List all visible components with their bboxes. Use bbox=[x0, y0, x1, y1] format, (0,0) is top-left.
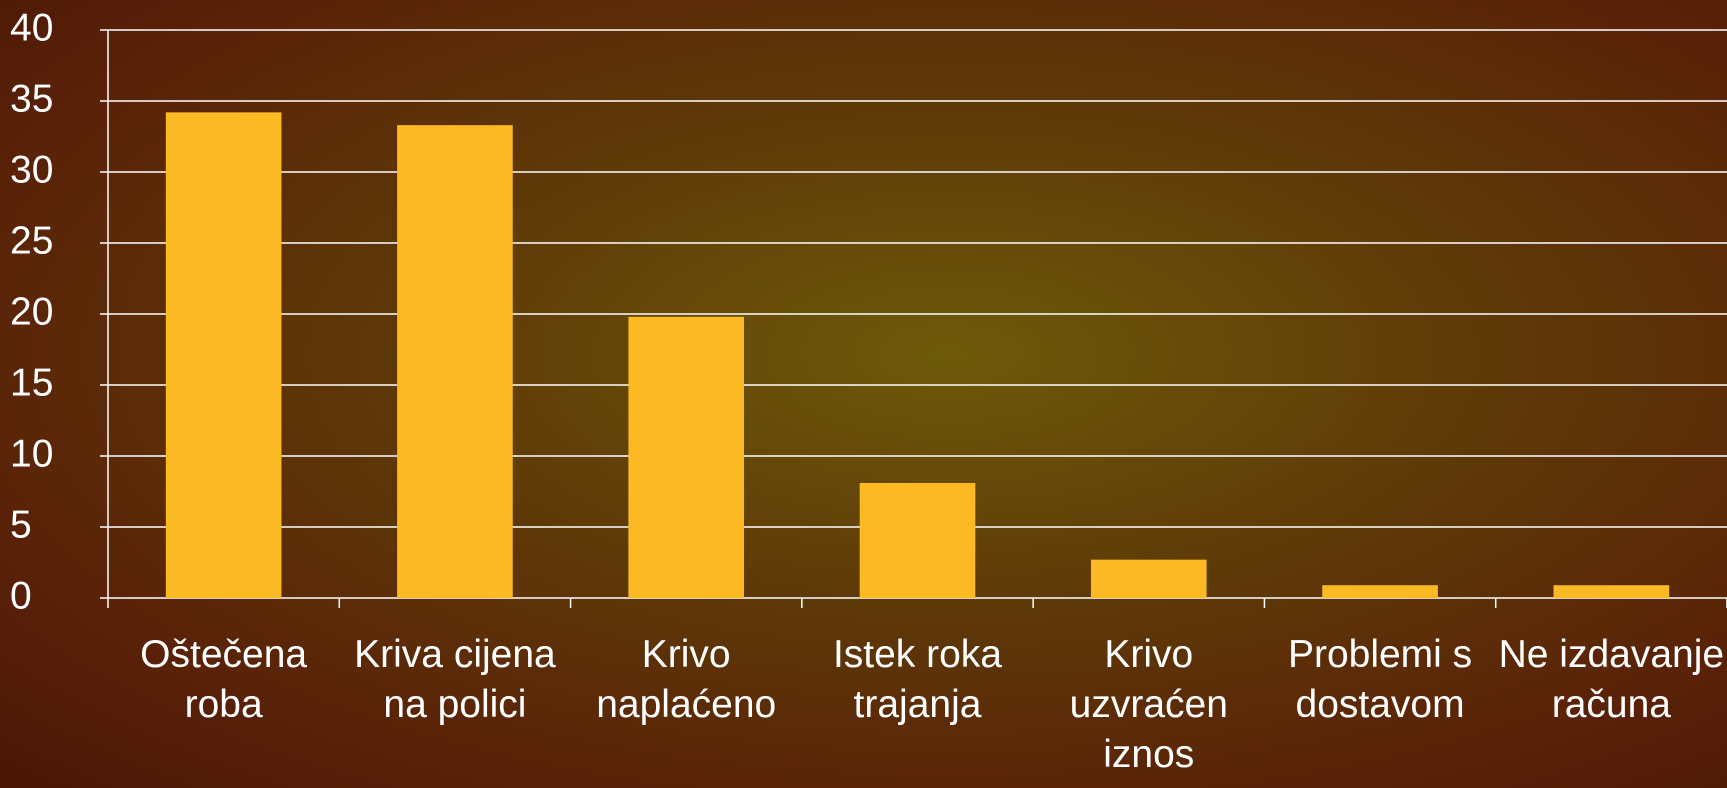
y-tick-label: 20 bbox=[10, 290, 53, 333]
y-tick-label: 30 bbox=[10, 148, 53, 191]
y-tick-label: 15 bbox=[10, 361, 53, 404]
y-tick-label: 0 bbox=[10, 574, 32, 617]
x-tick-label: Kriva cijena na polici bbox=[339, 630, 570, 730]
x-tick-label: Krivo naplaćeno bbox=[571, 630, 802, 730]
y-tick-label: 25 bbox=[10, 219, 53, 262]
bar bbox=[1554, 585, 1670, 598]
y-tick-label: 5 bbox=[10, 503, 32, 546]
bar bbox=[397, 125, 513, 598]
x-tick-label: Oštečena roba bbox=[108, 630, 339, 730]
bar bbox=[166, 112, 282, 598]
x-tick-label: Problemi s dostavom bbox=[1264, 630, 1495, 730]
page: 0510152025303540 (() => { const data = J… bbox=[0, 0, 1727, 788]
bar bbox=[1322, 585, 1438, 598]
bar bbox=[1091, 560, 1207, 598]
bar bbox=[860, 483, 976, 598]
x-tick-label: Krivo uzvraćen iznos bbox=[1033, 630, 1264, 780]
x-tick-label: Ne izdavanje računa bbox=[1496, 630, 1727, 730]
y-tick-label: 10 bbox=[10, 432, 53, 475]
x-tick-label: Istek roka trajanja bbox=[802, 630, 1033, 730]
y-tick-label: 40 bbox=[10, 6, 53, 49]
bar bbox=[628, 317, 744, 598]
y-tick-label: 35 bbox=[10, 77, 53, 120]
